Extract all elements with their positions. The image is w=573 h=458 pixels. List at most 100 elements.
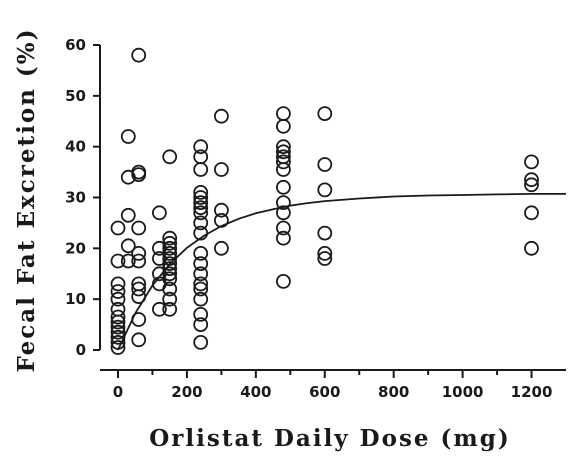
- data-point: [110, 309, 126, 325]
- y-tick-label: 0: [76, 341, 86, 359]
- x-axis: 0 200 400 600 800 1000 1200: [100, 369, 566, 401]
- data-point: [275, 118, 291, 134]
- data-point: [193, 162, 209, 177]
- data-point: [110, 253, 126, 269]
- data-point: [193, 334, 209, 350]
- fit-curve-layer: [117, 193, 566, 351]
- y-tick-label: 50: [65, 87, 86, 105]
- data-point: [193, 291, 209, 307]
- data-point: [162, 240, 178, 256]
- data-point: [131, 281, 147, 297]
- data-point: [151, 301, 167, 317]
- data-points-layer: [110, 47, 539, 355]
- data-point: [193, 281, 209, 297]
- data-point: [162, 301, 178, 317]
- data-point: [131, 164, 147, 180]
- data-point: [110, 324, 126, 340]
- x-tick-label: 600: [309, 383, 340, 401]
- data-point: [213, 212, 229, 228]
- y-tick-label: 10: [65, 290, 86, 308]
- data-point: [131, 220, 147, 236]
- y-tick-label: 30: [65, 189, 86, 207]
- data-point: [524, 154, 539, 170]
- y-tick-label: 40: [65, 138, 86, 156]
- y-tick-label: 60: [65, 36, 86, 54]
- y-axis: 0 10 20 30 40 50 60: [65, 36, 101, 359]
- data-point: [317, 182, 333, 198]
- data-point: [110, 340, 126, 355]
- data-point: [120, 207, 136, 223]
- data-point: [275, 195, 291, 211]
- data-point: [110, 284, 126, 299]
- data-point: [317, 251, 333, 266]
- data-point: [162, 230, 178, 246]
- data-point: [131, 245, 147, 261]
- data-point: [120, 238, 136, 254]
- data-point: [213, 202, 229, 218]
- data-point: [275, 144, 291, 160]
- data-point: [193, 245, 209, 261]
- data-point: [193, 256, 209, 272]
- data-point: [275, 230, 291, 246]
- data-point: [193, 184, 209, 200]
- x-axis-title: Orlistat Daily Dose (mg): [149, 425, 511, 452]
- data-point: [162, 149, 178, 165]
- data-point: [317, 245, 333, 261]
- data-point: [193, 200, 209, 216]
- x-tick-label: 1200: [511, 383, 553, 401]
- data-point: [275, 179, 291, 195]
- data-point: [162, 251, 178, 266]
- data-point: [193, 149, 209, 165]
- x-tick-label: 0: [113, 383, 123, 401]
- data-point: [193, 195, 209, 211]
- data-point: [275, 273, 291, 289]
- data-point: [317, 157, 333, 172]
- data-point: [131, 312, 147, 327]
- data-point: [524, 172, 539, 188]
- x-tick-label: 200: [171, 383, 202, 401]
- data-point: [120, 129, 136, 144]
- data-point: [110, 276, 126, 292]
- data-point: [131, 47, 147, 63]
- data-point: [275, 139, 291, 155]
- data-point: [110, 291, 126, 307]
- data-point: [131, 289, 147, 305]
- data-point: [275, 154, 291, 170]
- data-point: [275, 220, 291, 236]
- data-point: [193, 190, 209, 205]
- data-point: [131, 332, 147, 348]
- data-point: [317, 106, 333, 121]
- x-tick-label: 400: [240, 383, 271, 401]
- data-point: [524, 205, 539, 221]
- data-point: [151, 205, 167, 221]
- data-point: [213, 162, 229, 177]
- data-point: [193, 225, 209, 241]
- data-point: [193, 276, 209, 292]
- data-point: [193, 306, 209, 322]
- data-point: [275, 205, 291, 221]
- data-point: [317, 225, 333, 241]
- data-point: [110, 334, 126, 350]
- data-point: [524, 177, 539, 193]
- data-point: [110, 220, 126, 236]
- x-tick-label: 1000: [442, 383, 484, 401]
- data-point: [275, 106, 291, 121]
- data-point: [162, 261, 178, 277]
- data-point: [193, 215, 209, 231]
- fit-curve: [117, 193, 566, 351]
- data-point: [162, 281, 178, 297]
- data-point: [193, 317, 209, 333]
- data-point: [213, 108, 229, 124]
- data-point: [162, 291, 178, 307]
- data-point: [110, 301, 126, 317]
- data-point: [275, 162, 291, 177]
- data-point: [110, 329, 126, 345]
- data-point: [162, 266, 178, 282]
- data-point: [524, 240, 539, 256]
- data-point: [162, 235, 178, 251]
- x-tick-label: 800: [378, 383, 409, 401]
- data-point: [120, 253, 136, 269]
- data-point: [213, 240, 229, 256]
- data-point: [162, 271, 178, 287]
